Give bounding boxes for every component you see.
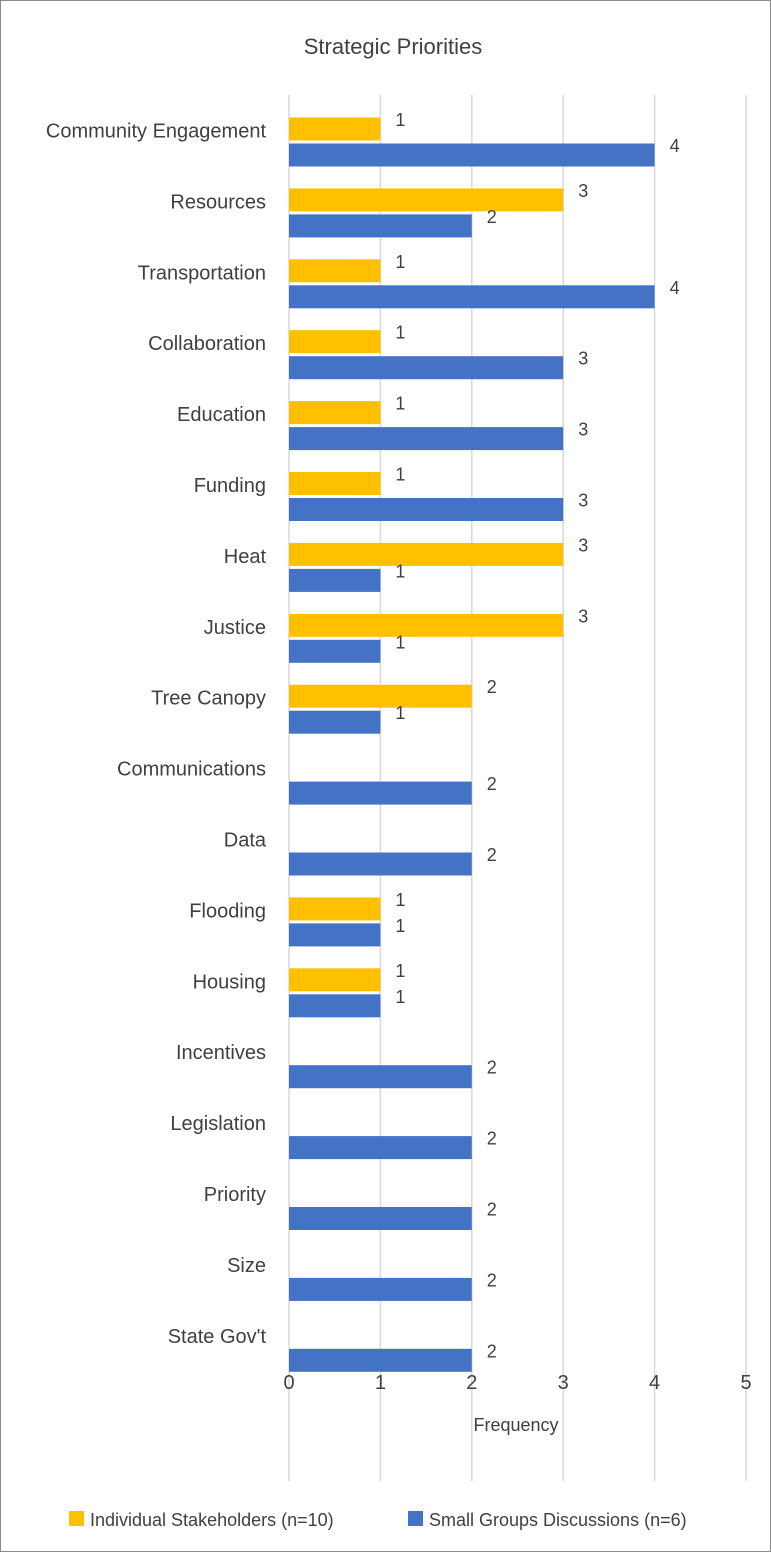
bar-small-groups-priority [289, 1207, 472, 1230]
data-label: 4 [670, 136, 680, 156]
category-label-communications: Communications [117, 759, 266, 781]
data-label: 1 [395, 916, 405, 936]
legend-swatch-individual-stakeholders [69, 1511, 84, 1526]
category-labels: Community Engagement Resources Transportat… [46, 121, 267, 1348]
bar-individual-stakeholders-justice [289, 614, 563, 637]
bar-individual-stakeholders-transportation [289, 259, 380, 282]
bar-small-groups-flooding [289, 923, 380, 946]
category-label-tree-canopy: Tree Canopy [151, 688, 266, 710]
data-label: 3 [578, 535, 588, 555]
bar-small-groups-resources [289, 214, 472, 237]
data-label: 2 [487, 774, 497, 794]
x-axis-title: Frequency [473, 1415, 558, 1435]
x-tick-labels: 0 1 2 3 4 5 [283, 1372, 751, 1394]
data-label: 1 [395, 890, 405, 910]
data-label: 2 [487, 1058, 497, 1078]
bar-small-groups-heat [289, 569, 380, 592]
x-tick-label: 3 [558, 1372, 569, 1394]
legend-swatch-small-groups [408, 1511, 423, 1526]
data-label: 1 [395, 961, 405, 981]
data-label: 1 [395, 632, 405, 652]
bar-small-groups-collaboration [289, 356, 563, 379]
category-label-size: Size [227, 1255, 266, 1277]
category-label-heat: Heat [224, 546, 267, 568]
bar-small-groups-community-engagement [289, 144, 655, 167]
data-label: 1 [395, 561, 405, 581]
bar-individual-stakeholders-flooding [289, 897, 380, 920]
bar-individual-stakeholders-heat [289, 543, 563, 566]
data-label: 2 [487, 207, 497, 227]
category-label-collaboration: Collaboration [148, 333, 266, 355]
bar-individual-stakeholders-housing [289, 968, 380, 991]
category-label-resources: Resources [170, 191, 266, 213]
x-tick-label: 1 [375, 1372, 386, 1394]
bar-small-groups-housing [289, 994, 380, 1017]
data-label: 2 [487, 1200, 497, 1220]
category-label-priority: Priority [204, 1184, 266, 1206]
bar-individual-stakeholders-community-engagement [289, 118, 380, 141]
category-label-legislation: Legislation [170, 1113, 266, 1135]
bar-small-groups-funding [289, 498, 563, 521]
category-label-education: Education [177, 404, 266, 426]
x-tick-label: 4 [649, 1372, 660, 1394]
data-label: 1 [395, 323, 405, 343]
data-label: 1 [395, 110, 405, 130]
x-tick-label: 2 [466, 1372, 477, 1394]
data-label: 1 [395, 465, 405, 485]
data-label: 1 [395, 394, 405, 414]
category-label-transportation: Transportation [138, 262, 266, 284]
category-label-community-engagement: Community Engagement [46, 121, 267, 143]
data-label: 2 [487, 1341, 497, 1361]
bar-small-groups-incentives [289, 1065, 472, 1088]
category-label-housing: Housing [193, 971, 266, 993]
bar-small-groups-tree-canopy [289, 711, 380, 734]
bar-individual-stakeholders-funding [289, 472, 380, 495]
data-label: 1 [395, 703, 405, 723]
bar-small-groups-data [289, 853, 472, 876]
bar-small-groups-state-gov-t [289, 1349, 472, 1372]
bar-small-groups-transportation [289, 285, 655, 308]
data-label: 2 [487, 845, 497, 865]
bar-small-groups-justice [289, 640, 380, 663]
bar-small-groups-communications [289, 782, 472, 805]
data-label: 2 [487, 1129, 497, 1149]
bar-individual-stakeholders-education [289, 401, 380, 424]
x-tick-label: 0 [283, 1372, 294, 1394]
category-label-incentives: Incentives [176, 1042, 266, 1064]
chart-title: Strategic Priorities [304, 34, 483, 59]
category-label-justice: Justice [204, 617, 266, 639]
data-label: 3 [578, 606, 588, 626]
bar-individual-stakeholders-collaboration [289, 330, 380, 353]
category-label-funding: Funding [194, 475, 266, 497]
legend-label-small-groups: Small Groups Discussions (n=6) [429, 1510, 687, 1530]
data-label: 1 [395, 987, 405, 1007]
category-label-data: Data [224, 830, 267, 852]
data-label: 2 [487, 677, 497, 697]
data-label: 4 [670, 278, 680, 298]
data-label: 3 [578, 491, 588, 511]
category-label-state-gov-t: State Gov't [168, 1326, 267, 1348]
legend-label-individual-stakeholders: Individual Stakeholders (n=10) [90, 1510, 334, 1530]
bar-small-groups-education [289, 427, 563, 450]
bars: 1 4 3 2 1 4 1 3 1 3 1 3 3 1 3 1 2 1 2 2 1 1 1 1 2 2 2 2 2 [289, 110, 680, 1372]
data-label: 3 [578, 349, 588, 369]
x-tick-label: 5 [740, 1372, 751, 1394]
data-label: 3 [578, 181, 588, 201]
bar-small-groups-legislation [289, 1136, 472, 1159]
data-label: 2 [487, 1270, 497, 1290]
legend: Individual Stakeholders (n=10) Small Gro… [69, 1510, 687, 1530]
bar-individual-stakeholders-tree-canopy [289, 685, 472, 708]
category-label-flooding: Flooding [189, 900, 266, 922]
data-label: 3 [578, 420, 588, 440]
bar-small-groups-size [289, 1278, 472, 1301]
data-label: 1 [395, 252, 405, 272]
bar-individual-stakeholders-resources [289, 188, 563, 211]
